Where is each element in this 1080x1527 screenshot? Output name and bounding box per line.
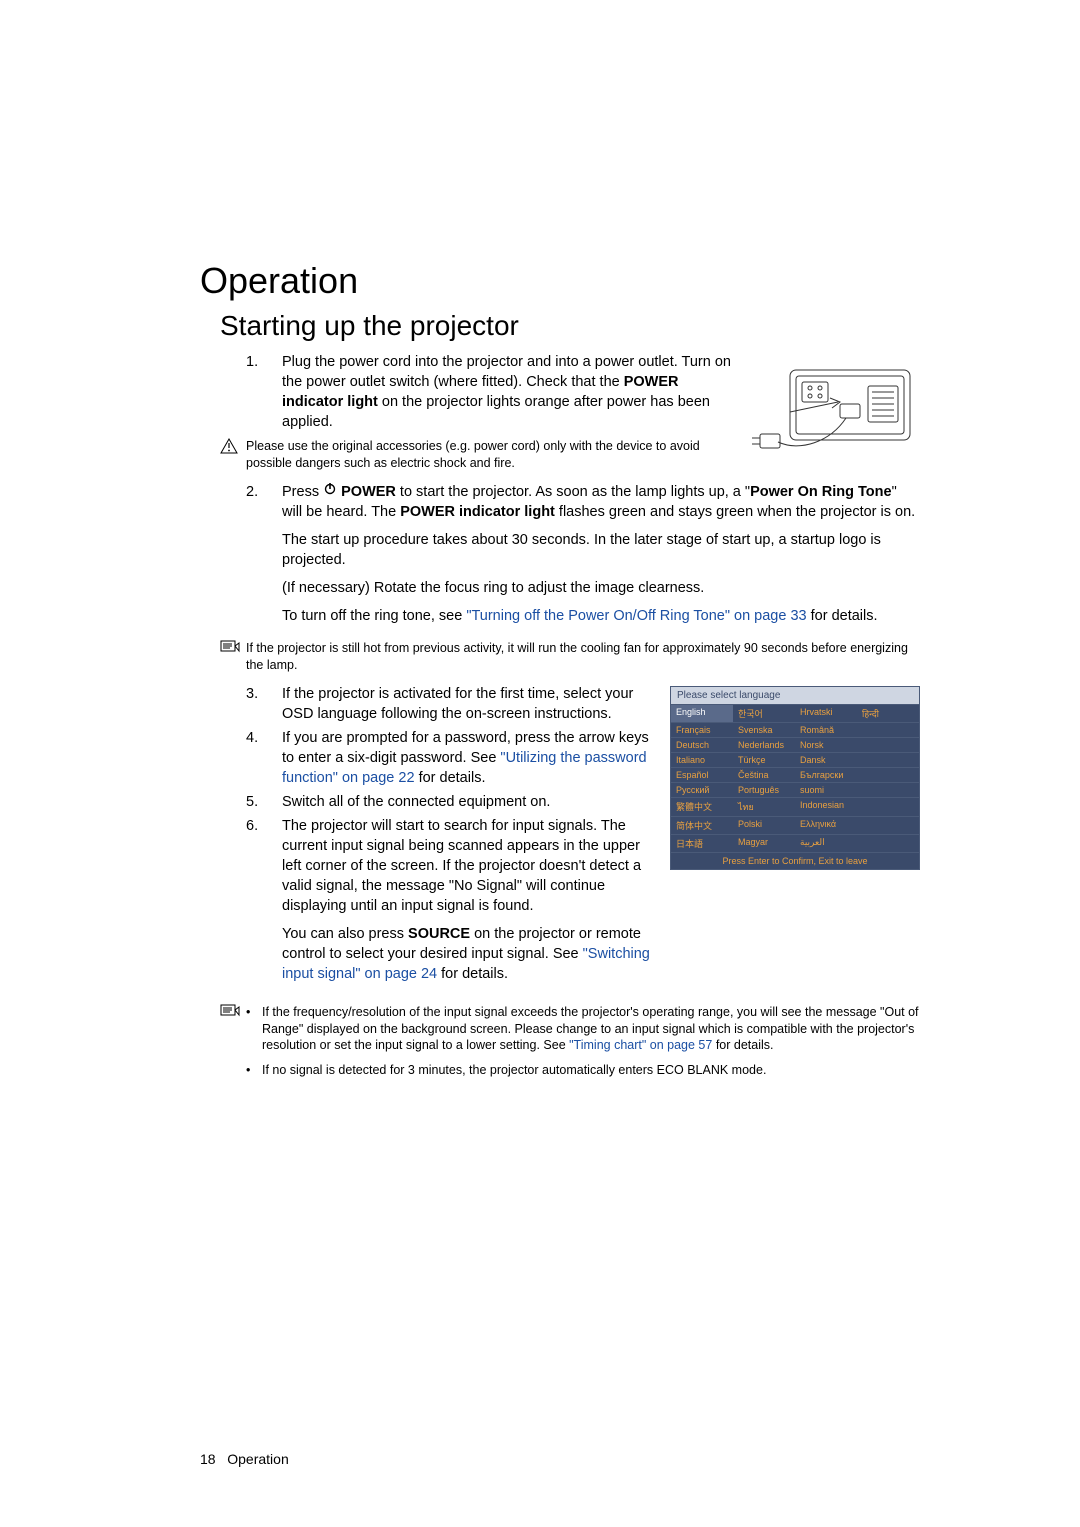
- language-option[interactable]: [857, 722, 919, 737]
- language-option[interactable]: Indonesian: [795, 797, 857, 816]
- step-number: 4.: [246, 728, 282, 788]
- footer-section: Operation: [227, 1451, 288, 1467]
- page-footer: 18 Operation: [200, 1451, 289, 1467]
- projector-illustration: [750, 352, 920, 462]
- language-option[interactable]: Nederlands: [733, 737, 795, 752]
- note-icon: [220, 640, 242, 659]
- language-option[interactable]: Norsk: [795, 737, 857, 752]
- language-option[interactable]: Deutsch: [671, 737, 733, 752]
- text: Press: [282, 484, 323, 500]
- text: You can also press: [282, 926, 408, 942]
- step-number: 6.: [246, 816, 282, 992]
- language-option[interactable]: Čeština: [733, 767, 795, 782]
- warning-text: Please use the original accessories (e.g…: [246, 438, 738, 472]
- language-option[interactable]: English: [671, 704, 733, 722]
- step-body: Press POWER to start the projector. As s…: [282, 482, 920, 634]
- note-text: If the projector is still hot from previ…: [246, 640, 920, 674]
- language-option[interactable]: 简体中文: [671, 816, 733, 834]
- language-option[interactable]: हिन्दी: [857, 704, 919, 722]
- language-option[interactable]: Magyar: [733, 834, 795, 852]
- language-option[interactable]: 繁體中文: [671, 797, 733, 816]
- bold-text: POWER indicator light: [400, 504, 555, 520]
- text: To turn off the ring tone, see: [282, 608, 466, 624]
- text: to start the projector. As soon as the l…: [396, 484, 750, 500]
- language-option[interactable]: [857, 737, 919, 752]
- step-number: 5.: [246, 792, 282, 812]
- bold-text: Power On Ring Tone: [750, 484, 892, 500]
- language-option[interactable]: 日本語: [671, 834, 733, 852]
- note-bullet-text: If no signal is detected for 3 minutes, …: [262, 1062, 766, 1079]
- step-body: Plug the power cord into the projector a…: [282, 352, 738, 432]
- language-option[interactable]: Español: [671, 767, 733, 782]
- language-option[interactable]: Dansk: [795, 752, 857, 767]
- step-number: 3.: [246, 684, 282, 724]
- step-number: 2.: [246, 482, 282, 634]
- language-option[interactable]: Português: [733, 782, 795, 797]
- section-heading: Starting up the projector: [220, 310, 920, 342]
- text: for details.: [807, 608, 878, 624]
- step-body: The projector will start to search for i…: [282, 816, 656, 992]
- language-option[interactable]: [857, 834, 919, 852]
- step-body: If you are prompted for a password, pres…: [282, 728, 656, 788]
- text: flashes green and stays green when the p…: [555, 504, 915, 520]
- language-option[interactable]: ไทย: [733, 797, 795, 816]
- bold-text: POWER: [341, 484, 396, 500]
- power-icon: [323, 481, 337, 501]
- page-number: 18: [200, 1451, 216, 1467]
- step-body: If the projector is activated for the fi…: [282, 684, 656, 724]
- language-option[interactable]: 한국어: [733, 704, 795, 722]
- language-option[interactable]: Русский: [671, 782, 733, 797]
- language-option[interactable]: Ελληνικά: [795, 816, 857, 834]
- page-heading: Operation: [200, 260, 920, 302]
- language-option[interactable]: Türkçe: [733, 752, 795, 767]
- language-option[interactable]: Polski: [733, 816, 795, 834]
- bullet: •: [246, 1062, 262, 1079]
- language-option[interactable]: Română: [795, 722, 857, 737]
- language-select-panel: Please select language English한국어Hrvatsk…: [670, 686, 920, 870]
- language-option[interactable]: [857, 782, 919, 797]
- text: The projector will start to search for i…: [282, 816, 656, 916]
- language-option[interactable]: Français: [671, 722, 733, 737]
- note-icon: [220, 1004, 242, 1023]
- language-option[interactable]: [857, 816, 919, 834]
- language-panel-title: Please select language: [671, 687, 919, 704]
- text: for details.: [437, 966, 508, 982]
- text: The start up procedure takes about 30 se…: [282, 530, 920, 570]
- text: (If necessary) Rotate the focus ring to …: [282, 578, 920, 598]
- bold-text: SOURCE: [408, 926, 470, 942]
- language-option[interactable]: suomi: [795, 782, 857, 797]
- warning-icon: [220, 438, 242, 459]
- language-option[interactable]: Български: [795, 767, 857, 782]
- xref-link[interactable]: "Timing chart" on page 57: [569, 1038, 712, 1052]
- xref-link[interactable]: "Turning off the Power On/Off Ring Tone"…: [466, 608, 806, 624]
- language-panel-footer: Press Enter to Confirm, Exit to leave: [671, 852, 919, 869]
- text: for details.: [415, 770, 486, 786]
- text: for details.: [712, 1038, 773, 1052]
- language-option[interactable]: [857, 797, 919, 816]
- language-option[interactable]: Italiano: [671, 752, 733, 767]
- bullet: •: [246, 1004, 262, 1055]
- language-option[interactable]: [857, 752, 919, 767]
- language-option[interactable]: Hrvatski: [795, 704, 857, 722]
- language-option[interactable]: العربية: [795, 834, 857, 852]
- language-option[interactable]: Svenska: [733, 722, 795, 737]
- note-bullet-text: If the frequency/resolution of the input…: [262, 1004, 920, 1055]
- step-body: Switch all of the connected equipment on…: [282, 792, 656, 812]
- language-option[interactable]: [857, 767, 919, 782]
- step-number: 1.: [246, 352, 282, 432]
